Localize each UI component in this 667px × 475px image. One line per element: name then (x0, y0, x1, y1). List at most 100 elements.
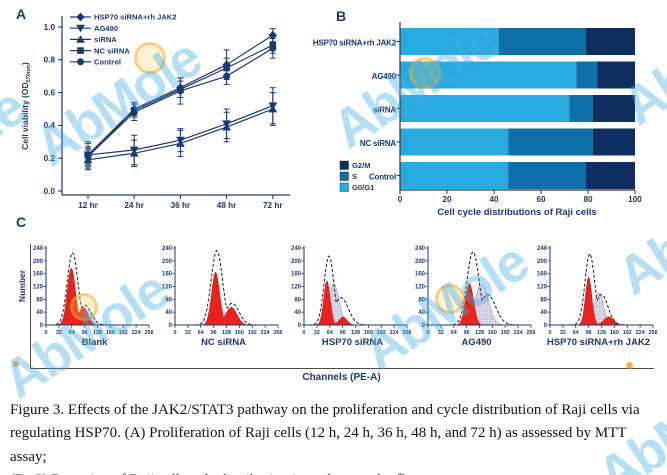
svg-text:0: 0 (174, 330, 177, 336)
figure-caption: Figure 3. Effects of the JAK2/STAT3 path… (10, 399, 665, 475)
legend-item-g2-m: G2/M (339, 160, 371, 170)
legend-item-hsp70-sirna-rh-jak2: HSP70 siRNA+rh JAK2 (70, 12, 177, 22)
panel-c-x-axis-label: Channels (PE-A) (302, 372, 381, 383)
svg-text:240: 240 (537, 246, 548, 252)
histogram-hsp70-sirna: 0 40 80 120 160 200 240 0 32 64 96 128 160 192 224 256 … (290, 238, 415, 353)
svg-text:200: 200 (537, 259, 548, 265)
svg-text:192: 192 (623, 330, 632, 336)
svg-text:96: 96 (82, 330, 88, 336)
svg-text:32: 32 (560, 330, 566, 336)
svg-text:20: 20 (442, 195, 452, 204)
histogram-label: AG490 (461, 337, 492, 348)
svg-text:40: 40 (294, 310, 301, 316)
svg-text:120: 120 (162, 285, 173, 291)
svg-text:0.4: 0.4 (44, 121, 56, 130)
svg-text:224: 224 (390, 330, 399, 336)
caption-line: (B, C) Detection of Raji cell cycle dist… (10, 469, 665, 475)
s-phase-region (550, 292, 653, 326)
svg-text:100: 100 (628, 195, 642, 204)
svg-text:0.8: 0.8 (44, 56, 56, 65)
svg-text:HSP70 siRNA+rh JAK2: HSP70 siRNA+rh JAK2 (313, 39, 397, 48)
panel-b-x-axis-label: Cell cycle distributions of Raji cells (437, 207, 596, 218)
svg-text:120: 120 (415, 285, 426, 291)
svg-text:240: 240 (291, 246, 302, 252)
svg-text:128: 128 (93, 330, 102, 336)
svg-text:0: 0 (298, 323, 302, 329)
histogram-ag490-plot: 0 40 80 120 160 200 240 0 32 64 96 128 160 192 224 256 (415, 246, 535, 336)
svg-text:40: 40 (540, 310, 547, 316)
histogram-hsp70-sirna-plot: 0 40 80 120 160 200 240 0 32 64 96 128 160 192 224 256 (291, 246, 411, 336)
svg-text:224: 224 (261, 330, 270, 336)
svg-text:NC siRNA: NC siRNA (94, 46, 130, 55)
svg-text:120: 120 (33, 285, 44, 291)
svg-text:128: 128 (222, 330, 231, 336)
svg-text:32: 32 (185, 330, 191, 336)
svg-text:G2/M: G2/M (352, 161, 371, 170)
svg-text:160: 160 (364, 330, 373, 336)
svg-text:200: 200 (415, 259, 426, 265)
svg-text:0.6: 0.6 (44, 88, 56, 97)
svg-text:0: 0 (40, 323, 44, 329)
panel-b-stacked-bar-chart: HSP70 siRNA+rh JAK2 AG490 siRNA NC siRNA Con… (313, 22, 642, 218)
svg-text:NC siRNA: NC siRNA (360, 139, 397, 148)
svg-text:200: 200 (33, 259, 44, 265)
histogram-nc-sirna-plot: 0 40 80 120 160 200 240 0 32 64 96 128 160 192 224 256 (162, 246, 282, 336)
svg-text:64: 64 (573, 330, 579, 336)
svg-text:256: 256 (402, 330, 411, 336)
histogram-hsp70-sirna-rh-jak2: 0 40 80 120 160 200 240 0 32 64 96 128 160 192 224 256 … (536, 238, 661, 353)
panel-c-y-axis-label: Number (17, 269, 27, 303)
watermark-dot-icon (13, 361, 19, 367)
series-control (84, 37, 277, 166)
bar-nc-sirna (400, 128, 635, 156)
svg-text:0.0: 0.0 (44, 187, 56, 196)
svg-text:siRNA: siRNA (373, 106, 396, 115)
histogram-ag490: 0 40 80 120 160 200 240 0 32 64 96 128 160 192 224 256 … (414, 238, 539, 353)
svg-text:224: 224 (514, 330, 523, 336)
svg-text:224: 224 (132, 330, 141, 336)
svg-text:160: 160 (488, 330, 497, 336)
svg-text:64: 64 (198, 330, 204, 336)
svg-text:120: 120 (537, 285, 548, 291)
svg-text:G0/G1: G0/G1 (352, 183, 375, 192)
svg-text:224: 224 (636, 330, 645, 336)
svg-text:32: 32 (314, 330, 320, 336)
g1-g2-peaks (304, 280, 407, 326)
histogram-nc-sirna: 0 40 80 120 160 200 240 0 32 64 96 128 160 192 224 256 … (161, 238, 286, 353)
svg-text:120: 120 (291, 285, 302, 291)
svg-text:160: 160 (235, 330, 244, 336)
histogram-label: Blank (81, 337, 108, 348)
svg-text:64: 64 (451, 330, 457, 336)
svg-text:40: 40 (36, 310, 43, 316)
svg-text:HSP70 siRNA+rh JAK2: HSP70 siRNA+rh JAK2 (94, 13, 177, 22)
bar-sirna (400, 95, 635, 122)
svg-text:40: 40 (418, 310, 425, 316)
svg-text:160: 160 (537, 272, 548, 278)
svg-text:80: 80 (418, 297, 425, 303)
svg-text:160: 160 (162, 272, 173, 278)
svg-text:12 hr: 12 hr (78, 201, 98, 210)
svg-text:0.2: 0.2 (44, 154, 56, 163)
svg-text:96: 96 (340, 330, 346, 336)
histogram-blank: 0 40 80 120 160 200 240 0 32 64 96 128 160 192 224 256 … (32, 238, 157, 353)
svg-text:80: 80 (36, 297, 43, 303)
svg-text:256: 256 (273, 330, 282, 336)
svg-text:S: S (352, 172, 357, 181)
legend-item-nc-sirna: NC siRNA (70, 46, 130, 55)
svg-text:256: 256 (526, 330, 535, 336)
svg-text:160: 160 (610, 330, 619, 336)
svg-text:72 hr: 72 hr (263, 201, 283, 210)
svg-text:160: 160 (415, 272, 426, 278)
s-phase-region (304, 283, 407, 326)
svg-text:240: 240 (415, 246, 426, 252)
panel-a-y-axis-label: Cell viability (OD570nm) (20, 62, 32, 150)
panel-c-border (30, 244, 654, 369)
svg-text:1.0: 1.0 (44, 23, 56, 32)
svg-text:32: 32 (438, 330, 444, 336)
svg-text:40: 40 (489, 195, 499, 204)
total-outline (46, 252, 149, 326)
svg-text:AG490: AG490 (94, 24, 118, 33)
svg-text:48 hr: 48 hr (217, 201, 237, 210)
svg-text:0: 0 (45, 330, 48, 336)
svg-text:192: 192 (119, 330, 128, 336)
svg-text:80: 80 (583, 195, 593, 204)
